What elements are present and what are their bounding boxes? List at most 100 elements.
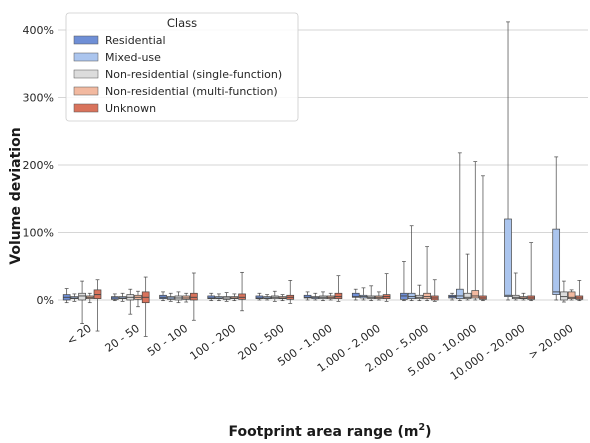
box-2-3 bbox=[222, 292, 231, 302]
box-series bbox=[62, 21, 584, 337]
box-3-2 bbox=[182, 292, 190, 303]
box-0-6 bbox=[351, 288, 360, 301]
box-1-4 bbox=[263, 294, 271, 301]
legend-swatch bbox=[73, 52, 99, 62]
box-2-6 bbox=[367, 285, 376, 302]
legend-label: Mixed-use bbox=[105, 51, 161, 64]
x-tick-label: > 20.000 bbox=[526, 322, 575, 362]
box-4-10 bbox=[575, 280, 584, 302]
legend-item: Non-residential (multi-function) bbox=[73, 85, 278, 98]
box-body bbox=[552, 228, 561, 295]
box-3-6 bbox=[375, 291, 383, 301]
box-body bbox=[303, 294, 312, 299]
box-body bbox=[567, 291, 576, 299]
box-4-7 bbox=[430, 279, 439, 302]
box-1-3 bbox=[215, 293, 223, 302]
box-2-9 bbox=[511, 272, 520, 301]
legend-title: Class bbox=[167, 16, 197, 30]
box-body bbox=[456, 288, 464, 300]
box-3-8 bbox=[471, 161, 480, 301]
box-body bbox=[463, 292, 472, 300]
y-tick-label: 400% bbox=[23, 24, 54, 37]
x-axis-title-suffix: ) bbox=[425, 424, 431, 440]
box-4-3 bbox=[238, 271, 246, 312]
x-axis-title-superscript: 2 bbox=[419, 422, 426, 433]
box-4-4 bbox=[286, 280, 295, 304]
legend-swatch bbox=[73, 103, 99, 113]
box-body bbox=[504, 218, 512, 297]
box-1-1 bbox=[118, 292, 127, 302]
box-4-5 bbox=[334, 275, 343, 302]
box-1-5 bbox=[311, 292, 320, 301]
y-tick-label: 300% bbox=[23, 92, 54, 105]
box-4-8 bbox=[479, 175, 487, 302]
box-3-5 bbox=[326, 292, 335, 301]
box-1-7 bbox=[407, 225, 416, 302]
box-4-9 bbox=[527, 242, 535, 302]
legend-swatch bbox=[73, 86, 99, 96]
box-1-0 bbox=[70, 293, 79, 302]
box-body bbox=[78, 292, 86, 301]
x-tick-label: < 20 bbox=[64, 322, 93, 348]
box-body bbox=[207, 295, 216, 300]
box-0-3 bbox=[207, 292, 216, 302]
box-3-9 bbox=[519, 292, 528, 301]
y-tick-labels: 0% 100% 200% 300% 400% bbox=[23, 24, 54, 307]
legend-label: Unknown bbox=[105, 102, 156, 115]
box-2-1 bbox=[126, 288, 135, 315]
box-4-0 bbox=[93, 279, 102, 332]
x-axis-title: Footprint area range (m2) bbox=[228, 422, 431, 440]
box-body bbox=[423, 292, 431, 300]
box-2-8 bbox=[463, 253, 472, 301]
x-tick-label: 50 - 100 bbox=[145, 322, 190, 359]
box-2-2 bbox=[174, 291, 183, 304]
box-2-7 bbox=[415, 284, 424, 302]
box-1-9 bbox=[504, 21, 512, 301]
box-4-2 bbox=[190, 272, 198, 321]
box-2-4 bbox=[270, 290, 279, 302]
box-0-4 bbox=[255, 292, 264, 301]
box-0-8 bbox=[448, 292, 456, 301]
box-0-5 bbox=[303, 291, 312, 301]
box-1-2 bbox=[166, 292, 175, 302]
legend-swatch bbox=[73, 69, 99, 79]
legend-swatch bbox=[73, 35, 99, 45]
y-tick-label: 200% bbox=[23, 159, 54, 172]
x-tick-label: 20 - 50 bbox=[103, 322, 142, 355]
legend-items: Residential Mixed-use Non-residential (sin… bbox=[73, 34, 282, 115]
box-3-0 bbox=[85, 292, 94, 304]
legend-item: Non-residential (single-function) bbox=[73, 68, 282, 81]
box-0-0 bbox=[62, 288, 71, 304]
box-2-5 bbox=[319, 291, 327, 302]
box-3-3 bbox=[230, 293, 239, 302]
box-3-7 bbox=[423, 246, 431, 302]
box-body bbox=[351, 292, 360, 298]
box-3-1 bbox=[134, 290, 142, 308]
box-body bbox=[190, 292, 198, 301]
box-body bbox=[560, 291, 568, 301]
legend-label: Non-residential (single-function) bbox=[105, 68, 282, 81]
y-axis-title: Volume deviation bbox=[8, 127, 24, 264]
box-4-1 bbox=[141, 276, 150, 337]
box-2-10 bbox=[560, 280, 568, 303]
box-1-6 bbox=[359, 287, 368, 301]
box-body bbox=[407, 292, 416, 300]
legend-item: Unknown bbox=[73, 102, 156, 115]
box-body bbox=[471, 290, 480, 299]
box-4-6 bbox=[382, 273, 391, 302]
y-tick-label: 0% bbox=[37, 294, 54, 307]
x-tick-label: 100 - 200 bbox=[188, 322, 239, 363]
box-3-4 bbox=[278, 294, 287, 302]
y-tick-label: 100% bbox=[23, 227, 54, 240]
box-body bbox=[334, 292, 343, 300]
legend-item: Residential bbox=[73, 34, 166, 47]
box-3-10 bbox=[567, 289, 576, 301]
legend: Class Residential Mixed-use Non-residentia… bbox=[65, 12, 299, 122]
box-1-8 bbox=[456, 152, 464, 302]
legend-frame bbox=[65, 12, 299, 122]
box-0-7 bbox=[400, 261, 408, 302]
box-body bbox=[255, 295, 264, 300]
box-1-10 bbox=[552, 156, 561, 301]
legend-label: Residential bbox=[105, 34, 166, 47]
